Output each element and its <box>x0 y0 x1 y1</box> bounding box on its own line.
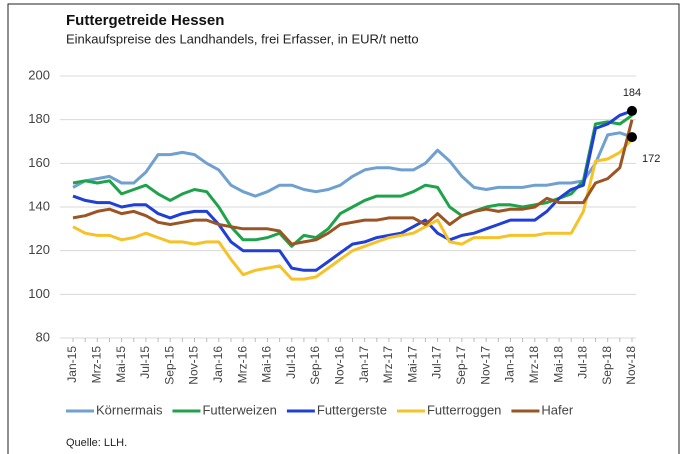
annotation-dot <box>627 105 637 116</box>
series-line <box>72 119 634 246</box>
x-tick-label: Sep-18 <box>600 346 614 385</box>
legend-label: Futterroggen <box>427 402 501 417</box>
x-tick-label: Jul-18 <box>576 346 590 379</box>
source: Quelle: LLH. <box>66 437 127 449</box>
x-tick-label: Mai-17 <box>405 346 419 383</box>
series-line <box>72 131 633 198</box>
y-tick-label: 80 <box>36 329 50 344</box>
x-tick-label: Mrz-17 <box>381 346 395 384</box>
annotation-label: 172 <box>642 153 660 165</box>
legend-label: Futterweizen <box>202 402 276 417</box>
x-tick-label: Sep-15 <box>162 346 176 385</box>
y-tick-label: 120 <box>28 242 50 257</box>
x-tick-label: Mai-16 <box>260 346 274 383</box>
x-tick-label: Nov-15 <box>187 346 201 385</box>
chart-title: Futtergetreide Hessen <box>66 12 224 29</box>
chart-subtitle: Einkaufspreise des Landhandels, frei Erf… <box>66 31 419 46</box>
x-tick-label: Mrz-15 <box>89 346 103 384</box>
y-tick-label: 140 <box>28 198 50 213</box>
annotation-dot <box>627 132 637 143</box>
x-tick-label: Jan-15 <box>65 346 79 383</box>
x-tick-label: Sep-16 <box>308 346 322 385</box>
x-tick-label: Jul-15 <box>138 346 152 379</box>
series-line <box>72 109 633 272</box>
legend-label: Hafer <box>541 402 573 417</box>
y-tick-label: 200 <box>28 67 50 82</box>
x-tick-label: Nov-17 <box>478 346 492 385</box>
x-tick-label: Nov-18 <box>624 346 638 385</box>
x-tick-label: Mrz-16 <box>235 346 249 384</box>
y-tick-label: 160 <box>28 155 50 170</box>
annotation-label: 184 <box>623 87 641 99</box>
series-line <box>72 138 634 281</box>
x-tick-label: Mai-18 <box>551 346 565 383</box>
x-tick-label: Jul-16 <box>284 346 298 379</box>
legend-label: Futtergerste <box>317 402 387 417</box>
x-tick-label: Jan-16 <box>211 346 225 383</box>
x-tick-label: Mrz-18 <box>527 346 541 384</box>
x-tick-label: Jan-18 <box>503 346 517 383</box>
y-tick-label: 180 <box>28 111 50 126</box>
frame <box>7 3 680 454</box>
series-line <box>72 114 633 248</box>
x-tick-label: Jan-17 <box>357 346 371 383</box>
y-tick-label: 100 <box>28 286 50 301</box>
x-tick-label: Nov-16 <box>333 346 347 385</box>
x-tick-label: Mai-15 <box>114 346 128 383</box>
x-tick-label: Sep-17 <box>454 346 468 385</box>
x-tick-label: Jul-17 <box>430 346 444 379</box>
legend-label: Körnermais <box>96 402 163 417</box>
